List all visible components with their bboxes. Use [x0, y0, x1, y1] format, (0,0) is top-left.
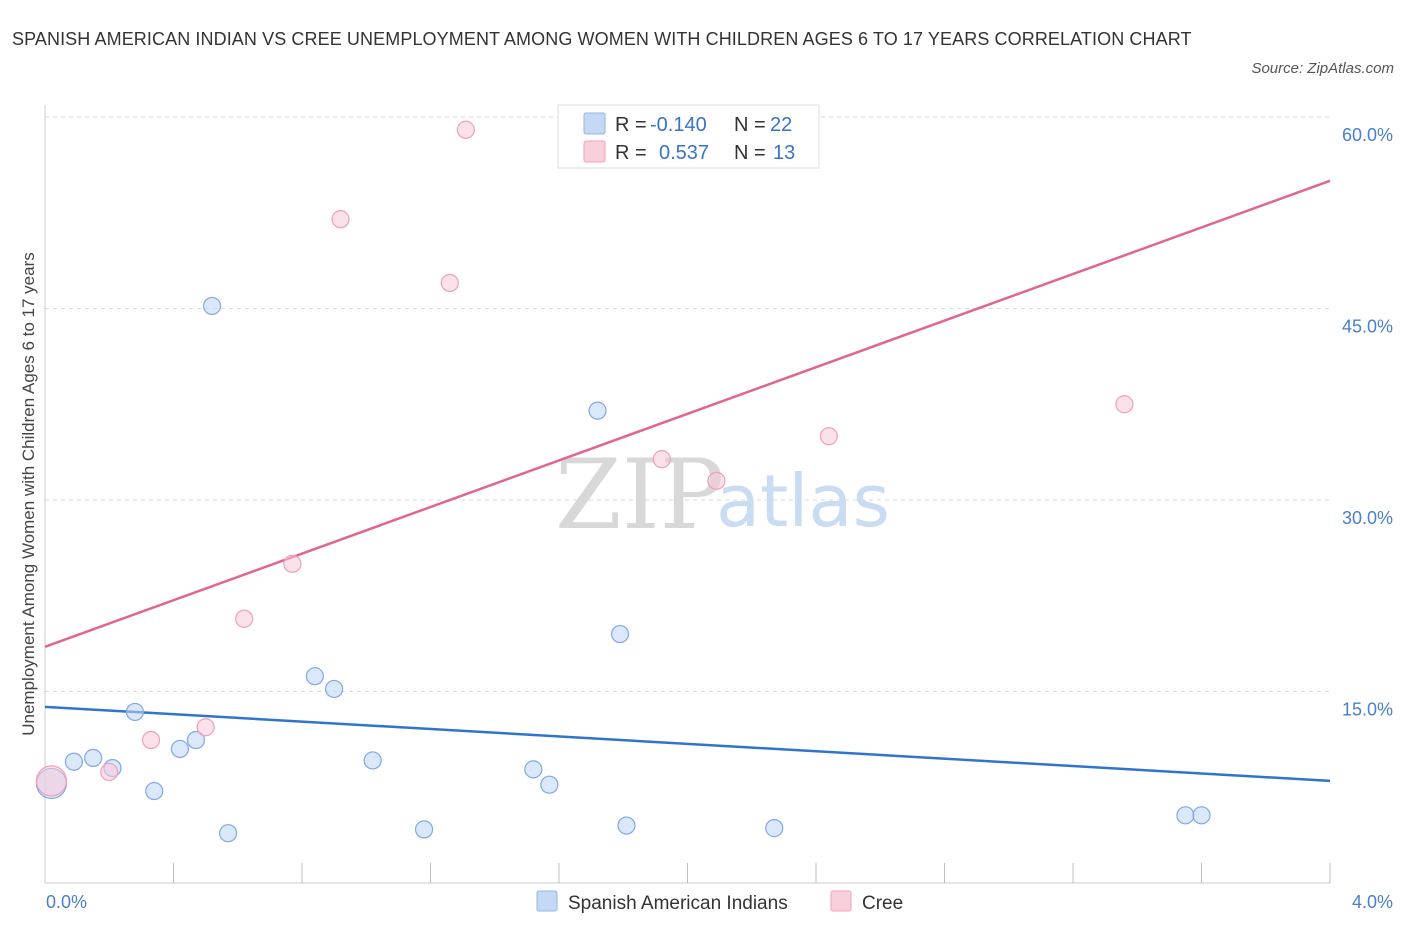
point-cree-10	[707, 471, 726, 490]
zipatlas-watermark: ZIP atlas	[555, 439, 890, 551]
x-tick-labels: 0.0% 4.0%	[46, 892, 1393, 912]
point-cree-7	[440, 273, 459, 293]
bottom-legend-swatch-spanish-american-indians	[536, 890, 558, 912]
trendline-spanish-american-indians	[44, 705, 1331, 783]
legend-swatch-cree	[583, 140, 606, 163]
trendlines	[44, 179, 1331, 783]
legend-r-value-2: 0.537	[659, 142, 709, 164]
source-label: Source: ZipAtlas.com	[1251, 60, 1394, 77]
y-tick-label-1: 30.0%	[1342, 508, 1393, 528]
legend-n-value-1: 22	[770, 114, 792, 136]
x-tick-label-0: 0.0%	[46, 892, 87, 912]
point-spanish-american-indians-8	[202, 296, 222, 316]
legend-n-value-2: 13	[773, 142, 795, 164]
point-spanish-american-indians-10	[305, 667, 324, 686]
y-axis-label: Unemployment Among Women with Children A…	[19, 252, 38, 736]
point-cree-1	[100, 762, 119, 782]
bottom-legend-label-spanish-american-indians: Spanish American Indians	[568, 893, 788, 914]
gridlines	[45, 116, 1330, 692]
chart-title: SPANISH AMERICAN INDIAN VS CREE UNEMPLOY…	[12, 29, 1192, 49]
trendline-cree	[44, 179, 1331, 648]
y-tick-label-3: 60.0%	[1342, 125, 1393, 145]
point-spanish-american-indians-12	[363, 751, 382, 770]
point-cree-0	[35, 765, 68, 797]
point-cree-2	[141, 730, 161, 750]
point-spanish-american-indians-14	[524, 760, 543, 779]
point-spanish-american-indians-11	[325, 679, 344, 699]
point-spanish-american-indians-7	[186, 730, 206, 750]
point-spanish-american-indians-15	[540, 775, 559, 794]
y-tick-label-0: 15.0%	[1342, 700, 1393, 720]
point-spanish-american-indians-9	[219, 824, 238, 843]
legend-top: R = -0.140 N = 22 R = 0.537 N = 13	[557, 104, 820, 169]
legend-n-label-2: N =	[734, 142, 766, 164]
x-ticks	[173, 863, 1331, 883]
point-cree-11	[819, 427, 838, 446]
legend-bottom: Spanish American Indians Cree	[536, 890, 903, 914]
bottom-legend-swatch-cree	[830, 890, 852, 912]
point-spanish-american-indians-20	[1176, 806, 1195, 825]
y-tick-labels: 15.0% 30.0% 45.0% 60.0%	[1342, 125, 1393, 720]
point-spanish-american-indians-18	[617, 816, 636, 835]
point-cree-9	[652, 450, 671, 469]
point-cree-12	[1115, 395, 1134, 414]
legend-r-label-2: R =	[615, 142, 647, 164]
legend-r-label-1: R =	[615, 114, 647, 136]
point-spanish-american-indians-19	[765, 819, 784, 838]
point-spanish-american-indians-6	[170, 739, 190, 759]
point-spanish-american-indians-13	[414, 820, 434, 839]
legend-r-value-1: -0.140	[650, 114, 707, 136]
point-cree-4	[235, 609, 254, 628]
watermark-zip: ZIP	[555, 439, 724, 551]
legend-swatch-spanish-american-indians	[583, 112, 606, 135]
point-cree-8	[456, 120, 475, 139]
bottom-legend-label-cree: Cree	[862, 893, 903, 914]
point-spanish-american-indians-21	[1192, 806, 1211, 825]
data-points	[35, 120, 1211, 843]
legend-n-label-1: N =	[734, 114, 766, 136]
point-cree-6	[331, 210, 350, 229]
watermark-atlas: atlas	[716, 459, 890, 543]
point-cree-5	[283, 554, 302, 573]
point-spanish-american-indians-5	[145, 781, 164, 801]
point-spanish-american-indians-4	[125, 702, 145, 722]
x-tick-label-1: 4.0%	[1352, 892, 1393, 912]
point-spanish-american-indians-1	[64, 752, 84, 771]
y-tick-label-2: 45.0%	[1342, 317, 1393, 337]
point-spanish-american-indians-16	[588, 401, 607, 420]
point-cree-3	[196, 718, 215, 737]
point-spanish-american-indians-2	[84, 748, 103, 767]
point-spanish-american-indians-17	[610, 624, 630, 644]
